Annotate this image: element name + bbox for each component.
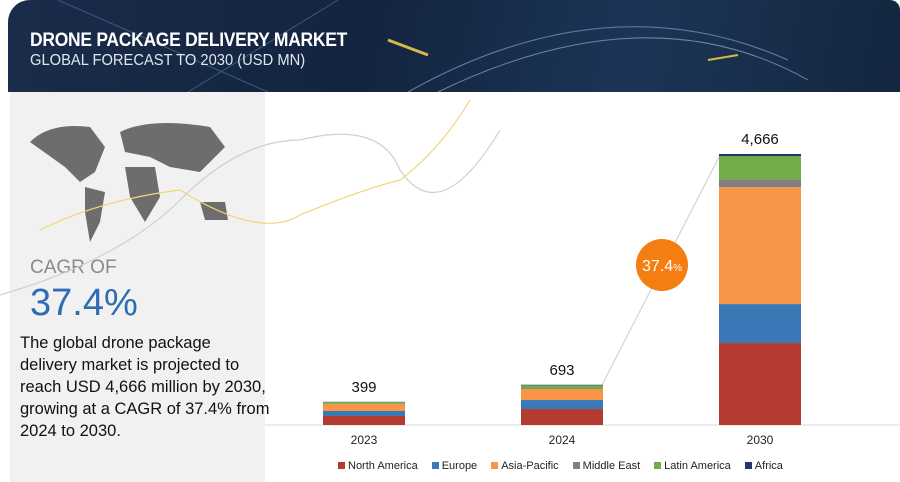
world-map-icon: [30, 123, 228, 242]
cagr-value: 37.4%: [30, 282, 138, 324]
legend-label: North America: [348, 460, 418, 472]
legend-swatch: [572, 462, 580, 469]
cagr-badge: [636, 239, 688, 291]
header-banner: DRONE PACKAGE DELIVERY MARKET GLOBAL FOR…: [8, 0, 900, 92]
legend-label: Middle East: [582, 460, 641, 472]
chart-legend: North America Europe Asia-Pacific Middle Ea…: [338, 460, 783, 472]
decorative-curve: [39, 99, 471, 231]
bar-segment-asia-pacific: [521, 388, 603, 401]
total-label: 4,666: [741, 131, 779, 148]
decorative-curve: [0, 129, 501, 296]
x-tick-label: 2024: [549, 433, 576, 447]
legend-label: Europe: [441, 460, 478, 472]
bar-segment-africa: [719, 154, 801, 157]
bar-segment-europe: [521, 400, 603, 410]
legend-label: Africa: [754, 460, 783, 472]
summary-panel: CAGR OF 37.4% The global drone package d…: [10, 92, 269, 482]
header-light-trails: [57, 0, 809, 92]
market-description: The global drone package delivery market…: [20, 334, 270, 440]
bar-segment-north-america: [719, 343, 801, 425]
legend-item: Asia-Pacific: [491, 460, 559, 472]
legend-item: Europe: [431, 460, 478, 472]
chart-title: DRONE PACKAGE DELIVERY MARKET: [30, 30, 348, 51]
bar-segment-north-america: [521, 409, 603, 425]
legend-item: North America: [338, 460, 418, 472]
x-tick-label: 2030: [747, 433, 774, 447]
chart-subtitle: GLOBAL FORECAST TO 2030 (USD MN): [30, 52, 306, 69]
legend-swatch: [491, 462, 499, 469]
legend-item: Middle East: [572, 460, 641, 472]
bar-segment-north-america: [323, 415, 405, 425]
bar-segment-europe: [323, 411, 405, 416]
x-tick-label: 2023: [351, 433, 378, 447]
legend-swatch: [654, 462, 662, 469]
bar-segment-asia-pacific: [323, 404, 405, 412]
total-label: 399: [351, 379, 376, 396]
legend-swatch: [744, 462, 752, 469]
legend-label: Latin America: [664, 460, 731, 472]
bar-segment-middle-east: [719, 179, 801, 188]
total-label: 693: [549, 362, 574, 379]
legend-item: Africa: [744, 460, 783, 472]
cagr-badge-text: 37.4%: [642, 258, 682, 275]
bar-segment-latin-america: [323, 402, 405, 404]
bar-segment-asia-pacific: [719, 187, 801, 305]
bar-segment-latin-america: [719, 156, 801, 180]
legend-label: Asia-Pacific: [501, 460, 559, 472]
legend-swatch: [338, 462, 345, 469]
bar-segment-europe: [719, 304, 801, 344]
legend-item: Latin America: [654, 460, 731, 472]
cagr-label: CAGR OF: [30, 257, 117, 278]
bar-segment-africa: [521, 384, 603, 386]
legend-swatch: [431, 462, 439, 469]
bar-segment-latin-america: [521, 385, 603, 389]
